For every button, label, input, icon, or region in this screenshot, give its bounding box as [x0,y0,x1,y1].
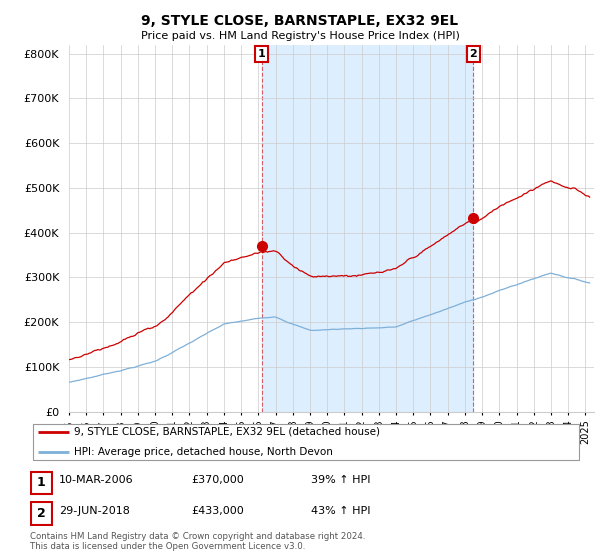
Text: Contains HM Land Registry data © Crown copyright and database right 2024.
This d: Contains HM Land Registry data © Crown c… [30,532,365,552]
FancyBboxPatch shape [31,472,52,494]
Text: 10-MAR-2006: 10-MAR-2006 [59,475,133,485]
Text: 2: 2 [469,49,477,59]
Text: 1: 1 [258,49,265,59]
Text: 9, STYLE CLOSE, BARNSTAPLE, EX32 9EL: 9, STYLE CLOSE, BARNSTAPLE, EX32 9EL [142,14,458,28]
FancyBboxPatch shape [33,424,579,460]
FancyBboxPatch shape [31,502,52,525]
Text: Price paid vs. HM Land Registry's House Price Index (HPI): Price paid vs. HM Land Registry's House … [140,31,460,41]
Text: HPI: Average price, detached house, North Devon: HPI: Average price, detached house, Nort… [74,447,333,457]
Text: 9, STYLE CLOSE, BARNSTAPLE, EX32 9EL (detached house): 9, STYLE CLOSE, BARNSTAPLE, EX32 9EL (de… [74,427,380,437]
Text: £370,000: £370,000 [191,475,244,485]
Text: 1: 1 [37,477,46,489]
Bar [262,45,473,412]
Text: 39% ↑ HPI: 39% ↑ HPI [311,475,370,485]
Text: 43% ↑ HPI: 43% ↑ HPI [311,506,370,516]
Text: £433,000: £433,000 [191,506,244,516]
Text: 2: 2 [37,507,46,520]
Text: 29-JUN-2018: 29-JUN-2018 [59,506,130,516]
